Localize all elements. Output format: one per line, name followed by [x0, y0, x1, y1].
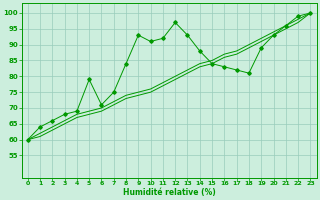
X-axis label: Humidité relative (%): Humidité relative (%)	[123, 188, 215, 197]
